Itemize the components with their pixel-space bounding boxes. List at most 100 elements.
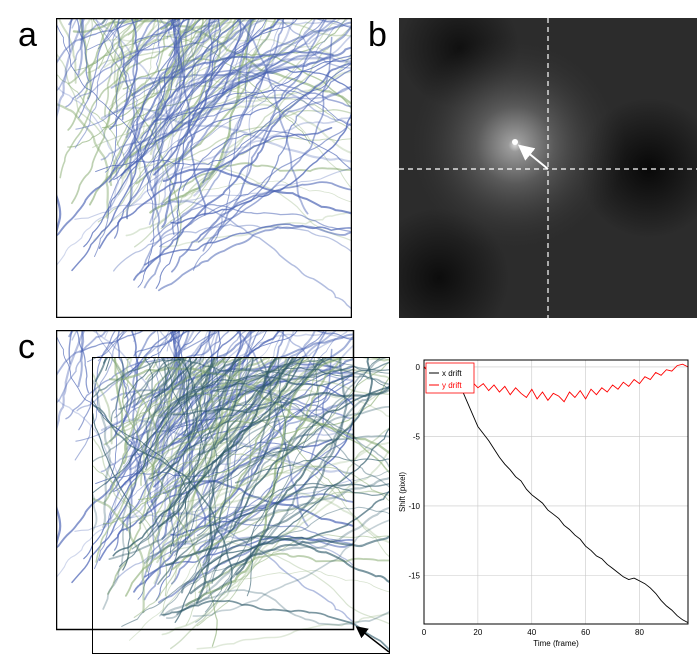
fiber-strand <box>211 357 335 585</box>
fiber-strand <box>157 225 352 292</box>
fiber-strand <box>180 357 348 594</box>
fiber-strand <box>152 357 170 448</box>
fiber-strand <box>56 330 309 527</box>
fiber-network <box>56 18 352 311</box>
fiber-strand <box>92 398 188 546</box>
x-tick-label: 80 <box>635 628 644 637</box>
fiber-strand <box>139 85 352 274</box>
fiber-strand <box>118 357 185 411</box>
fiber-strand <box>151 357 188 456</box>
x-axis-label: Time (frame) <box>533 639 579 648</box>
fiber-strand <box>141 357 211 503</box>
fiber-strand <box>79 18 146 41</box>
fiber-strand <box>79 18 92 100</box>
fiber-strand <box>102 18 347 129</box>
fiber-strand <box>202 18 328 252</box>
fiber-strand <box>170 426 390 650</box>
fiber-strand <box>160 357 191 555</box>
fiber-strand <box>126 18 191 220</box>
fiber-strand <box>176 69 352 108</box>
fiber-strand <box>129 116 352 207</box>
panel-d-drift-chart: 0 20 40 60 80 0 -5 -10 -15 x drift y drift Time … <box>395 352 697 652</box>
fiber-strand <box>79 330 146 353</box>
fiber-strand <box>103 357 179 504</box>
fiber-strand <box>159 357 216 419</box>
original-frame-outline <box>56 330 355 631</box>
fiber-strand <box>100 84 352 161</box>
fiber-strand <box>125 368 354 451</box>
fiber-strand <box>78 330 117 431</box>
fiber-strand <box>209 68 352 244</box>
fiber-strand <box>179 357 216 539</box>
fiber-strand <box>196 482 390 536</box>
fiber-strand <box>202 18 221 84</box>
y-tick-label: 0 <box>416 363 421 372</box>
fiber-strand <box>158 18 183 143</box>
fiber-strand <box>88 18 238 206</box>
y-tick-label: -15 <box>408 571 420 580</box>
fiber-strand <box>209 357 246 511</box>
y-tick-label: -10 <box>408 502 420 511</box>
fiber-strand <box>192 519 390 617</box>
fiber-strand <box>182 357 192 436</box>
fiber-strand <box>95 18 138 156</box>
fiber-strand <box>113 223 352 272</box>
fiber-strand <box>125 56 352 139</box>
fiber-strand <box>193 18 296 197</box>
fiber-strand <box>156 18 169 127</box>
fiber-strand <box>110 18 338 89</box>
fiber-strand <box>174 426 390 623</box>
fiber-strand <box>131 357 222 550</box>
fiber-strand <box>92 357 203 464</box>
fiber-strand <box>189 535 390 595</box>
fiber-strand <box>131 330 259 409</box>
fiber-strand <box>144 535 354 578</box>
panel-label-c: c <box>18 328 35 366</box>
fiber-strand <box>107 357 159 595</box>
fiber-strand <box>56 396 120 521</box>
fiber-strand <box>210 414 390 474</box>
fiber-strand <box>104 330 181 485</box>
x-tick-label: 20 <box>473 628 482 637</box>
fiber-strand <box>103 18 165 69</box>
fiber-strand <box>153 492 390 584</box>
fiber-strand <box>204 357 320 613</box>
fiber-strand <box>210 18 279 97</box>
fiber-strand <box>160 211 352 248</box>
fiber-strand <box>109 18 140 130</box>
fiber-strand <box>196 613 390 650</box>
fiber-strand <box>126 73 352 134</box>
fiber-strand <box>226 89 352 127</box>
fiber-strand <box>112 357 306 557</box>
fiber-strand <box>176 18 204 74</box>
fiber-strand <box>218 570 390 593</box>
fiber-strand <box>198 552 390 594</box>
fiber-strand <box>153 333 354 435</box>
fiber-strand <box>133 330 354 357</box>
fiber-strand <box>92 496 145 614</box>
fiber-strand <box>172 357 324 416</box>
fiber-strand <box>92 357 154 560</box>
fiber-strand <box>92 18 182 246</box>
fiber-strand <box>56 18 309 215</box>
fiber-strand <box>56 52 118 176</box>
fiber-strand <box>176 381 354 420</box>
fiber-strand <box>160 200 352 311</box>
fiber-strand <box>133 357 325 618</box>
y-axis-label: Shift (pixel) <box>398 472 407 512</box>
fiber-strand <box>116 330 129 433</box>
fiber-strand <box>134 26 352 248</box>
fiber-strand <box>197 357 279 456</box>
fiber-strand <box>171 181 352 273</box>
fiber-strand <box>56 335 155 600</box>
fiber-strand <box>108 435 390 561</box>
fiber-strand <box>56 18 86 123</box>
chart-legend: x drift y drift <box>425 362 475 394</box>
fiber-strand <box>95 62 352 173</box>
fiber-strand <box>162 167 352 215</box>
fiber-strand <box>76 18 352 100</box>
fiber-strand <box>149 18 190 156</box>
fiber-strand <box>75 330 90 394</box>
fiber-strand <box>234 357 273 484</box>
fiber-strand <box>109 18 229 187</box>
